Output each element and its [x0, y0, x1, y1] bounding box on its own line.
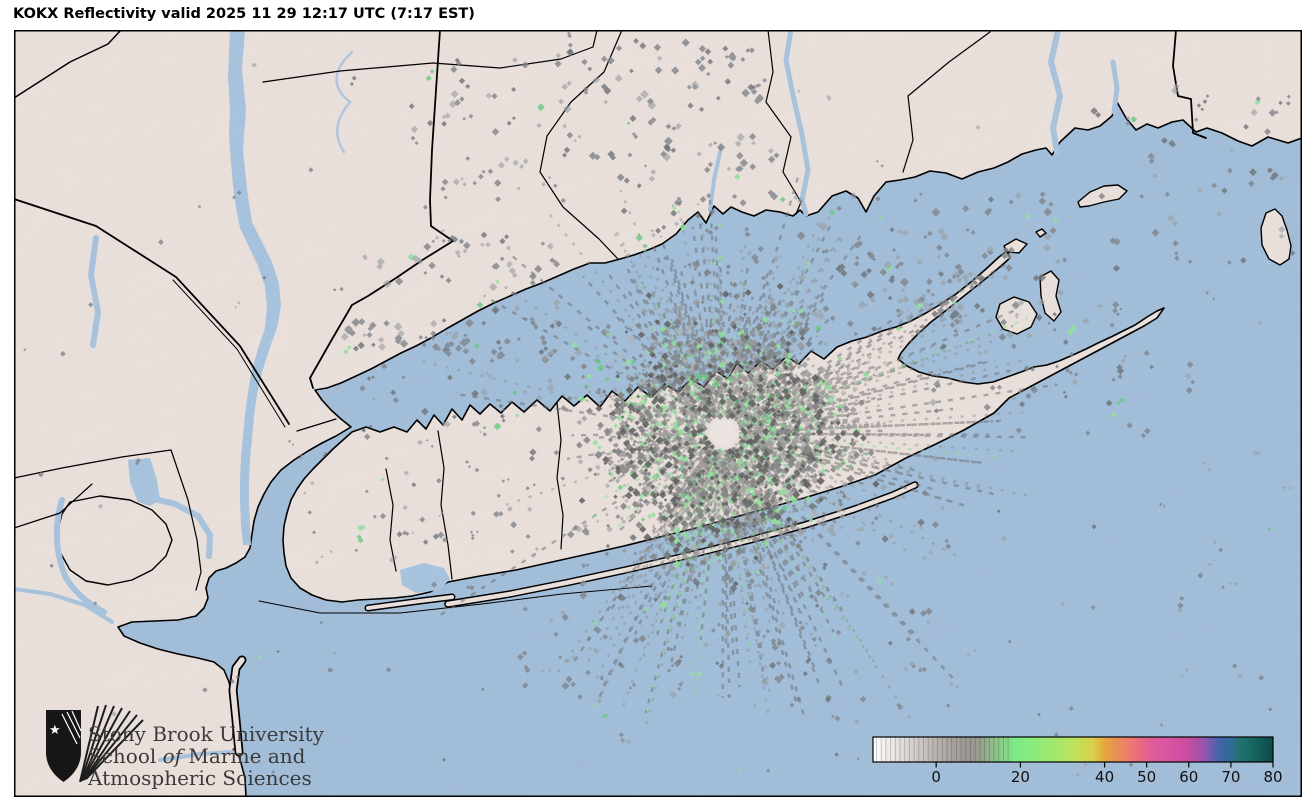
brooklyn-queens-line: [385, 468, 397, 572]
sbu-line3: Atmospheric Sciences: [87, 766, 312, 790]
colorbar-tick-label: 20: [1011, 768, 1030, 786]
colorbar-bin-stripes: [876, 737, 1009, 762]
radar-map: 0 20 40 50 60 70 80 ★ Stony Brook University S…: [14, 30, 1302, 797]
svg-text:★: ★: [49, 723, 61, 738]
ny-ct-border: [309, 30, 454, 389]
nj-ny-border: [14, 198, 290, 425]
colorbar-tick-label: 50: [1137, 768, 1156, 786]
colorbar-gradient: [873, 737, 1273, 762]
nj-county-line-1: [14, 449, 172, 479]
nj-county-line-2: [170, 449, 202, 591]
fairfield-newhaven-line: [539, 30, 623, 260]
radar-site-cone-of-silence: [710, 420, 736, 446]
political-boundaries: [14, 30, 1207, 614]
harbor-water-boundary: [258, 585, 653, 614]
nj-county-line-3: [14, 483, 93, 529]
sbu-line1: Stony Brook University: [88, 722, 325, 746]
sbu-rays-icon: [79, 704, 144, 783]
stony-brook-logo: ★ Stony Brook University School of Marin…: [46, 704, 325, 790]
sbu-shield-icon: ★: [46, 704, 144, 783]
sbu-line2-of: of: [163, 744, 186, 768]
sbu-line2: School of Marine and: [88, 744, 306, 768]
map-frame: [14, 30, 1302, 797]
litchfield-line: [432, 30, 598, 69]
radar-clutter-speckles: [578, 282, 880, 587]
nassau-suffolk-line: [556, 402, 564, 550]
middlesex-newlondon-line: [902, 31, 991, 173]
sbu-line2-pre: School: [88, 744, 163, 768]
page-title: KOKX Reflectivity valid 2025 11 29 12:17…: [13, 6, 475, 22]
colorbar-tick-label: 40: [1095, 768, 1114, 786]
colorbar-tick-label: 80: [1263, 768, 1282, 786]
colorbar-tick-label: 60: [1179, 768, 1198, 786]
sbu-line2-post: Marine and: [182, 744, 306, 768]
queens-nassau-line: [437, 430, 453, 580]
colorbar-tick-label: 70: [1221, 768, 1240, 786]
reflectivity-colorbar: 0 20 40 50 60 70 80: [872, 736, 1283, 786]
nj-ny-border-double: [172, 279, 286, 428]
ct-ri-border: [1172, 30, 1207, 139]
colorbar-border: [872, 736, 1274, 763]
radar-clutter-field: [23, 31, 1296, 777]
colorbar-tick-label: 0: [931, 768, 941, 786]
nw-corner-line: [14, 30, 122, 99]
putnam-county-line: [262, 62, 434, 83]
bronx-westchester-line: [296, 418, 337, 432]
